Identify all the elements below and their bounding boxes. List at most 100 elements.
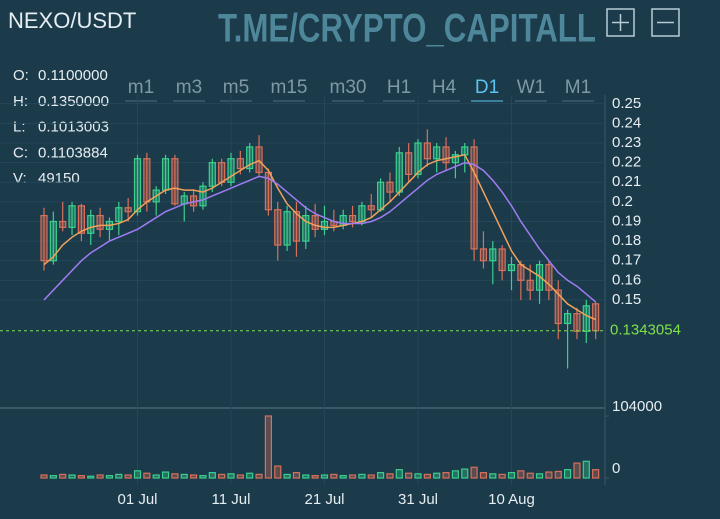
volume-bar bbox=[227, 473, 235, 479]
info-value: 49150 bbox=[38, 170, 80, 187]
volume-bar bbox=[152, 474, 160, 479]
x-tick-label: 31 Jul bbox=[398, 491, 438, 508]
volume-bar bbox=[283, 473, 291, 479]
volume-bar bbox=[218, 473, 226, 479]
x-tick-label: 10 Aug bbox=[488, 491, 535, 508]
volume-bar bbox=[507, 472, 516, 479]
volume-bar bbox=[330, 473, 338, 479]
volume-bar bbox=[433, 472, 441, 479]
volume-bar bbox=[498, 473, 506, 479]
zoom-in[interactable] bbox=[606, 8, 635, 37]
timeframe-button[interactable]: H1 bbox=[387, 77, 411, 98]
x-tick-label: 11 Jul bbox=[212, 491, 251, 508]
watermark: T.ME/CRYPTO_CAPITALL bbox=[218, 7, 596, 51]
candle-body bbox=[218, 162, 226, 183]
volume-bar bbox=[246, 472, 254, 479]
timeframe-button[interactable]: W1 bbox=[517, 77, 546, 98]
candle-body bbox=[442, 146, 450, 164]
volume-bar bbox=[180, 473, 188, 479]
x-tick-label: 01 Jul bbox=[117, 491, 157, 508]
candle-body bbox=[479, 248, 488, 262]
y-tick-label: 0.16 bbox=[612, 271, 641, 288]
candle-body bbox=[161, 158, 170, 191]
volume-bar bbox=[264, 415, 272, 479]
candle-body bbox=[507, 264, 516, 272]
volume-bar bbox=[208, 472, 216, 479]
candle-body bbox=[386, 181, 394, 193]
volume-bar bbox=[40, 474, 48, 479]
y-tick-label: 0.24 bbox=[612, 114, 641, 131]
candle-body bbox=[554, 289, 562, 325]
volume-bar bbox=[554, 470, 562, 479]
volume-tick-label: 104000 bbox=[612, 398, 662, 415]
volume-bar bbox=[68, 474, 76, 479]
y-tick-label: 0.21 bbox=[612, 173, 641, 190]
candle-body bbox=[302, 215, 310, 242]
candle-body bbox=[124, 207, 132, 213]
volume-bar bbox=[171, 473, 179, 479]
timeframe-button[interactable]: M1 bbox=[565, 77, 591, 98]
candle-body bbox=[470, 146, 478, 250]
info-label: O: bbox=[13, 67, 29, 84]
volume-bar bbox=[423, 473, 431, 479]
candle-body bbox=[311, 215, 319, 230]
candle-body bbox=[592, 303, 600, 332]
y-tick-label: 0.25 bbox=[612, 95, 641, 112]
volume-bar bbox=[87, 475, 95, 479]
symbol: NEXO/USDT bbox=[8, 8, 136, 33]
volume-bar bbox=[442, 472, 450, 479]
volume-bar bbox=[563, 469, 572, 479]
volume-bar bbox=[320, 474, 329, 479]
volume-bar bbox=[405, 472, 413, 479]
timeframe-button[interactable]: H4 bbox=[432, 77, 457, 98]
moving-average-line bbox=[43, 153, 596, 321]
volume-bar bbox=[535, 473, 544, 479]
info-label: C: bbox=[13, 144, 28, 161]
candle-body bbox=[264, 171, 272, 211]
candle-body bbox=[274, 209, 282, 246]
candle-body bbox=[227, 158, 235, 183]
y-tick-label: 0.17 bbox=[612, 252, 641, 269]
info-value: 0.1103884 bbox=[38, 144, 108, 161]
timeframe-button[interactable]: m30 bbox=[330, 77, 367, 98]
volume-bar bbox=[386, 473, 394, 479]
candle-body bbox=[40, 215, 48, 262]
volume-bar bbox=[115, 473, 123, 479]
candle-body bbox=[405, 152, 413, 176]
y-tick-label: 0.19 bbox=[612, 212, 641, 229]
timeframe-button[interactable]: m1 bbox=[128, 77, 154, 98]
volume-bar bbox=[255, 473, 263, 479]
volume-bar bbox=[489, 473, 497, 479]
volume-bar bbox=[161, 471, 170, 479]
candle-body bbox=[535, 264, 544, 291]
candle-body bbox=[489, 248, 497, 262]
volume-bar bbox=[96, 474, 104, 479]
candle-body bbox=[545, 264, 553, 291]
candle-body bbox=[348, 215, 357, 223]
volume-bar bbox=[105, 475, 114, 479]
candle-body bbox=[87, 215, 95, 234]
candle-body bbox=[49, 220, 57, 262]
volume-bar bbox=[592, 469, 600, 479]
candle-body bbox=[451, 154, 459, 164]
timeframe-button[interactable]: m5 bbox=[223, 77, 249, 98]
candle-body bbox=[68, 205, 76, 228]
candle-body bbox=[246, 146, 254, 170]
candle-body bbox=[96, 215, 104, 230]
candle-body bbox=[292, 211, 301, 242]
candle-body bbox=[498, 248, 506, 272]
timeframe-button[interactable]: D1 bbox=[475, 77, 499, 98]
candle-body bbox=[563, 313, 572, 325]
y-tick-label: 0.23 bbox=[612, 134, 641, 151]
y-tick-label: 0.15 bbox=[612, 291, 641, 308]
volume-bar bbox=[461, 468, 469, 479]
candle-body bbox=[414, 142, 422, 176]
candle-body bbox=[77, 205, 86, 234]
volume-bar bbox=[339, 475, 347, 479]
timeframe-button[interactable]: m15 bbox=[271, 77, 308, 98]
volume-bar bbox=[77, 475, 86, 479]
volume-bar bbox=[377, 472, 385, 479]
timeframe-button[interactable]: m3 bbox=[176, 77, 202, 98]
zoom-out[interactable] bbox=[651, 8, 680, 37]
